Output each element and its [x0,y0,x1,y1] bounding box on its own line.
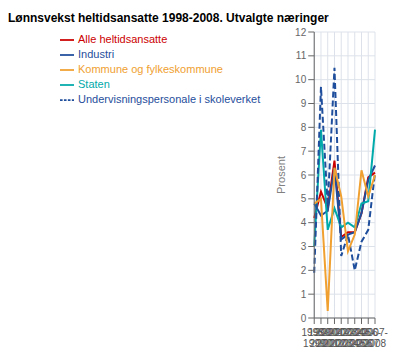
svg-text:10: 10 [295,74,307,85]
svg-text:1: 1 [301,289,307,300]
svg-text:Prosent: Prosent [275,156,287,194]
svg-text:7: 7 [301,146,307,157]
svg-text:5: 5 [301,193,307,204]
svg-text:8: 8 [301,122,307,133]
svg-text:3: 3 [301,241,307,252]
svg-text:2: 2 [301,265,307,276]
svg-text:12: 12 [295,28,307,38]
svg-text:2007-2008: 2007-2008 [362,327,388,349]
svg-text:4: 4 [301,217,307,228]
svg-text:11: 11 [296,50,307,61]
svg-text:0: 0 [301,313,307,324]
svg-text:9: 9 [301,98,307,109]
svg-text:6: 6 [301,170,307,181]
